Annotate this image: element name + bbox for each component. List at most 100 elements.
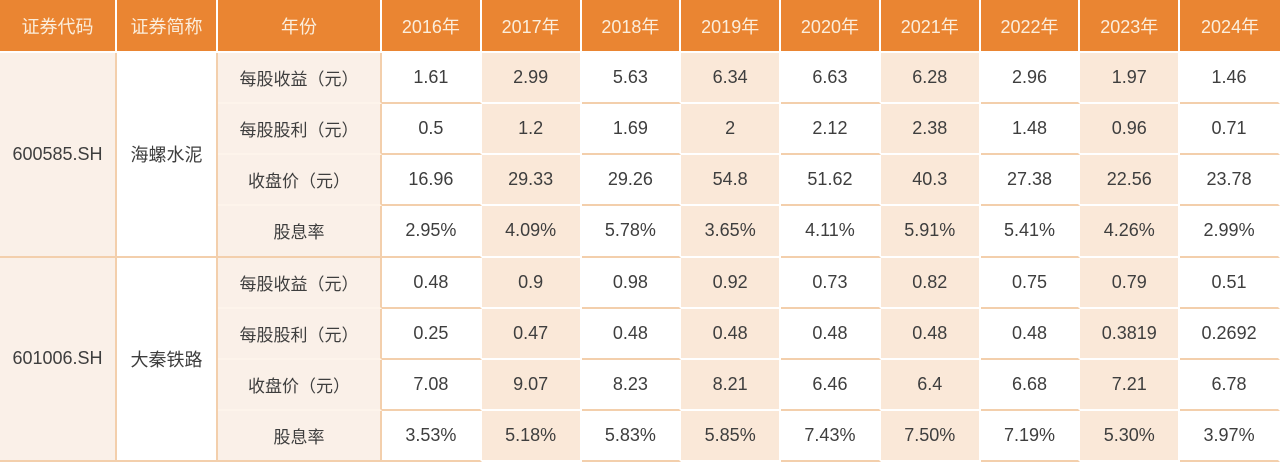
header-year-2017: 2017年 [481, 0, 582, 53]
value-cell: 2.99% [1180, 206, 1280, 258]
table-row-eps-2: 601006.SH 大秦铁路 每股收益（元） 0.48 0.9 0.98 0.9… [0, 257, 1280, 462]
header-year-2021: 2021年 [880, 0, 981, 53]
value-cell: 0.71 [1180, 104, 1280, 156]
value-cell: 5.30% [1080, 410, 1181, 462]
value-cell: 1.2 [481, 104, 582, 156]
value-cell: 29.26 [581, 155, 682, 207]
value-cell: 1.97 [1080, 53, 1181, 105]
value-cell: 6.4 [880, 359, 981, 411]
value-cell: 8.21 [681, 359, 782, 411]
value-cell: 0.9 [481, 257, 582, 309]
value-cell: 2.38 [880, 104, 981, 156]
table-row-close-1: 收盘价（元） 16.96 29.33 29.26 54.8 51.62 40.3… [0, 155, 1280, 207]
header-year: 年份 [218, 0, 382, 53]
value-cell: 3.97% [1180, 410, 1280, 462]
value-cell: 5.18% [481, 410, 582, 462]
metric-label-eps: 每股收益（元） [218, 53, 382, 105]
stock-name-1: 海螺水泥 [117, 53, 218, 258]
value-cell: 27.38 [980, 155, 1081, 207]
value-cell: 1.48 [980, 104, 1081, 156]
value-cell: 6.46 [781, 359, 881, 411]
metric-label-eps: 每股收益（元） [218, 257, 382, 309]
value-cell: 8.23 [581, 359, 682, 411]
value-cell: 51.62 [781, 155, 881, 207]
value-cell: 0.75 [980, 257, 1081, 309]
value-cell: 5.91% [880, 206, 981, 258]
value-cell: 2.99 [481, 53, 582, 105]
header-code: 证券代码 [0, 0, 117, 53]
value-cell: 6.28 [880, 53, 981, 105]
value-cell: 2 [681, 104, 782, 156]
value-cell: 0.48 [382, 257, 482, 309]
value-cell: 0.51 [1180, 257, 1280, 309]
value-cell: 0.96 [1080, 104, 1181, 156]
value-cell: 1.46 [1180, 53, 1280, 105]
table-row-dps-1: 每股股利（元） 0.5 1.2 1.69 2 2.12 2.38 1.48 0.… [0, 104, 1280, 156]
metric-label-yield: 股息率 [218, 410, 382, 462]
header-row: 证券代码 证券简称 年份 2016年 2017年 2018年 2019年 202… [0, 0, 1280, 53]
table-row-close-2: 收盘价（元） 7.08 9.07 8.23 8.21 6.46 6.4 6.68… [0, 359, 1280, 411]
value-cell: 2.12 [781, 104, 881, 156]
value-cell: 23.78 [1180, 155, 1280, 207]
stock-code-1: 600585.SH [0, 53, 117, 258]
value-cell: 0.3819 [1080, 308, 1181, 360]
value-cell: 0.82 [880, 257, 981, 309]
value-cell: 3.53% [382, 410, 482, 462]
value-cell: 2.96 [980, 53, 1081, 105]
value-cell: 6.68 [980, 359, 1081, 411]
table-row-eps-1: 600585.SH 海螺水泥 每股收益（元） 1.61 2.99 5.63 6.… [0, 53, 1280, 258]
value-cell: 4.09% [481, 206, 582, 258]
value-cell: 6.34 [681, 53, 782, 105]
value-cell: 16.96 [382, 155, 482, 207]
value-cell: 6.78 [1180, 359, 1280, 411]
value-cell: 5.83% [581, 410, 682, 462]
header-year-2023: 2023年 [1080, 0, 1181, 53]
table-row-yield-1: 股息率 2.95% 4.09% 5.78% 3.65% 4.11% 5.91% … [0, 206, 1280, 258]
header-year-2024: 2024年 [1180, 0, 1280, 53]
value-cell: 0.48 [581, 308, 682, 360]
value-cell: 7.08 [382, 359, 482, 411]
value-cell: 4.26% [1080, 206, 1181, 258]
value-cell: 0.25 [382, 308, 482, 360]
metric-label-dps: 每股股利（元） [218, 308, 382, 360]
value-cell: 1.61 [382, 53, 482, 105]
value-cell: 0.48 [980, 308, 1081, 360]
stock-name-2: 大秦铁路 [117, 257, 218, 462]
value-cell: 7.21 [1080, 359, 1181, 411]
value-cell: 9.07 [481, 359, 582, 411]
value-cell: 2.95% [382, 206, 482, 258]
value-cell: 7.43% [781, 410, 881, 462]
value-cell: 22.56 [1080, 155, 1181, 207]
header-year-2022: 2022年 [980, 0, 1081, 53]
table-row-dps-2: 每股股利（元） 0.25 0.47 0.48 0.48 0.48 0.48 0.… [0, 308, 1280, 360]
value-cell: 1.69 [581, 104, 682, 156]
table-row-yield-2: 股息率 3.53% 5.18% 5.83% 5.85% 7.43% 7.50% … [0, 410, 1280, 462]
value-cell: 0.48 [880, 308, 981, 360]
value-cell: 5.85% [681, 410, 782, 462]
header-year-2019: 2019年 [681, 0, 782, 53]
metric-label-close: 收盘价（元） [218, 155, 382, 207]
value-cell: 0.98 [581, 257, 682, 309]
value-cell: 0.79 [1080, 257, 1181, 309]
value-cell: 7.19% [980, 410, 1081, 462]
header-year-2016: 2016年 [382, 0, 482, 53]
value-cell: 0.47 [481, 308, 582, 360]
value-cell: 5.63 [581, 53, 682, 105]
value-cell: 0.48 [781, 308, 881, 360]
value-cell: 7.50% [880, 410, 981, 462]
stock-code-2: 601006.SH [0, 257, 117, 462]
value-cell: 0.48 [681, 308, 782, 360]
value-cell: 0.92 [681, 257, 782, 309]
value-cell: 5.41% [980, 206, 1081, 258]
value-cell: 3.65% [681, 206, 782, 258]
value-cell: 54.8 [681, 155, 782, 207]
header-year-2020: 2020年 [781, 0, 881, 53]
header-name: 证券简称 [117, 0, 218, 53]
value-cell: 40.3 [880, 155, 981, 207]
metric-label-close: 收盘价（元） [218, 359, 382, 411]
value-cell: 5.78% [581, 206, 682, 258]
value-cell: 6.63 [781, 53, 881, 105]
value-cell: 0.2692 [1180, 308, 1280, 360]
metric-label-dps: 每股股利（元） [218, 104, 382, 156]
